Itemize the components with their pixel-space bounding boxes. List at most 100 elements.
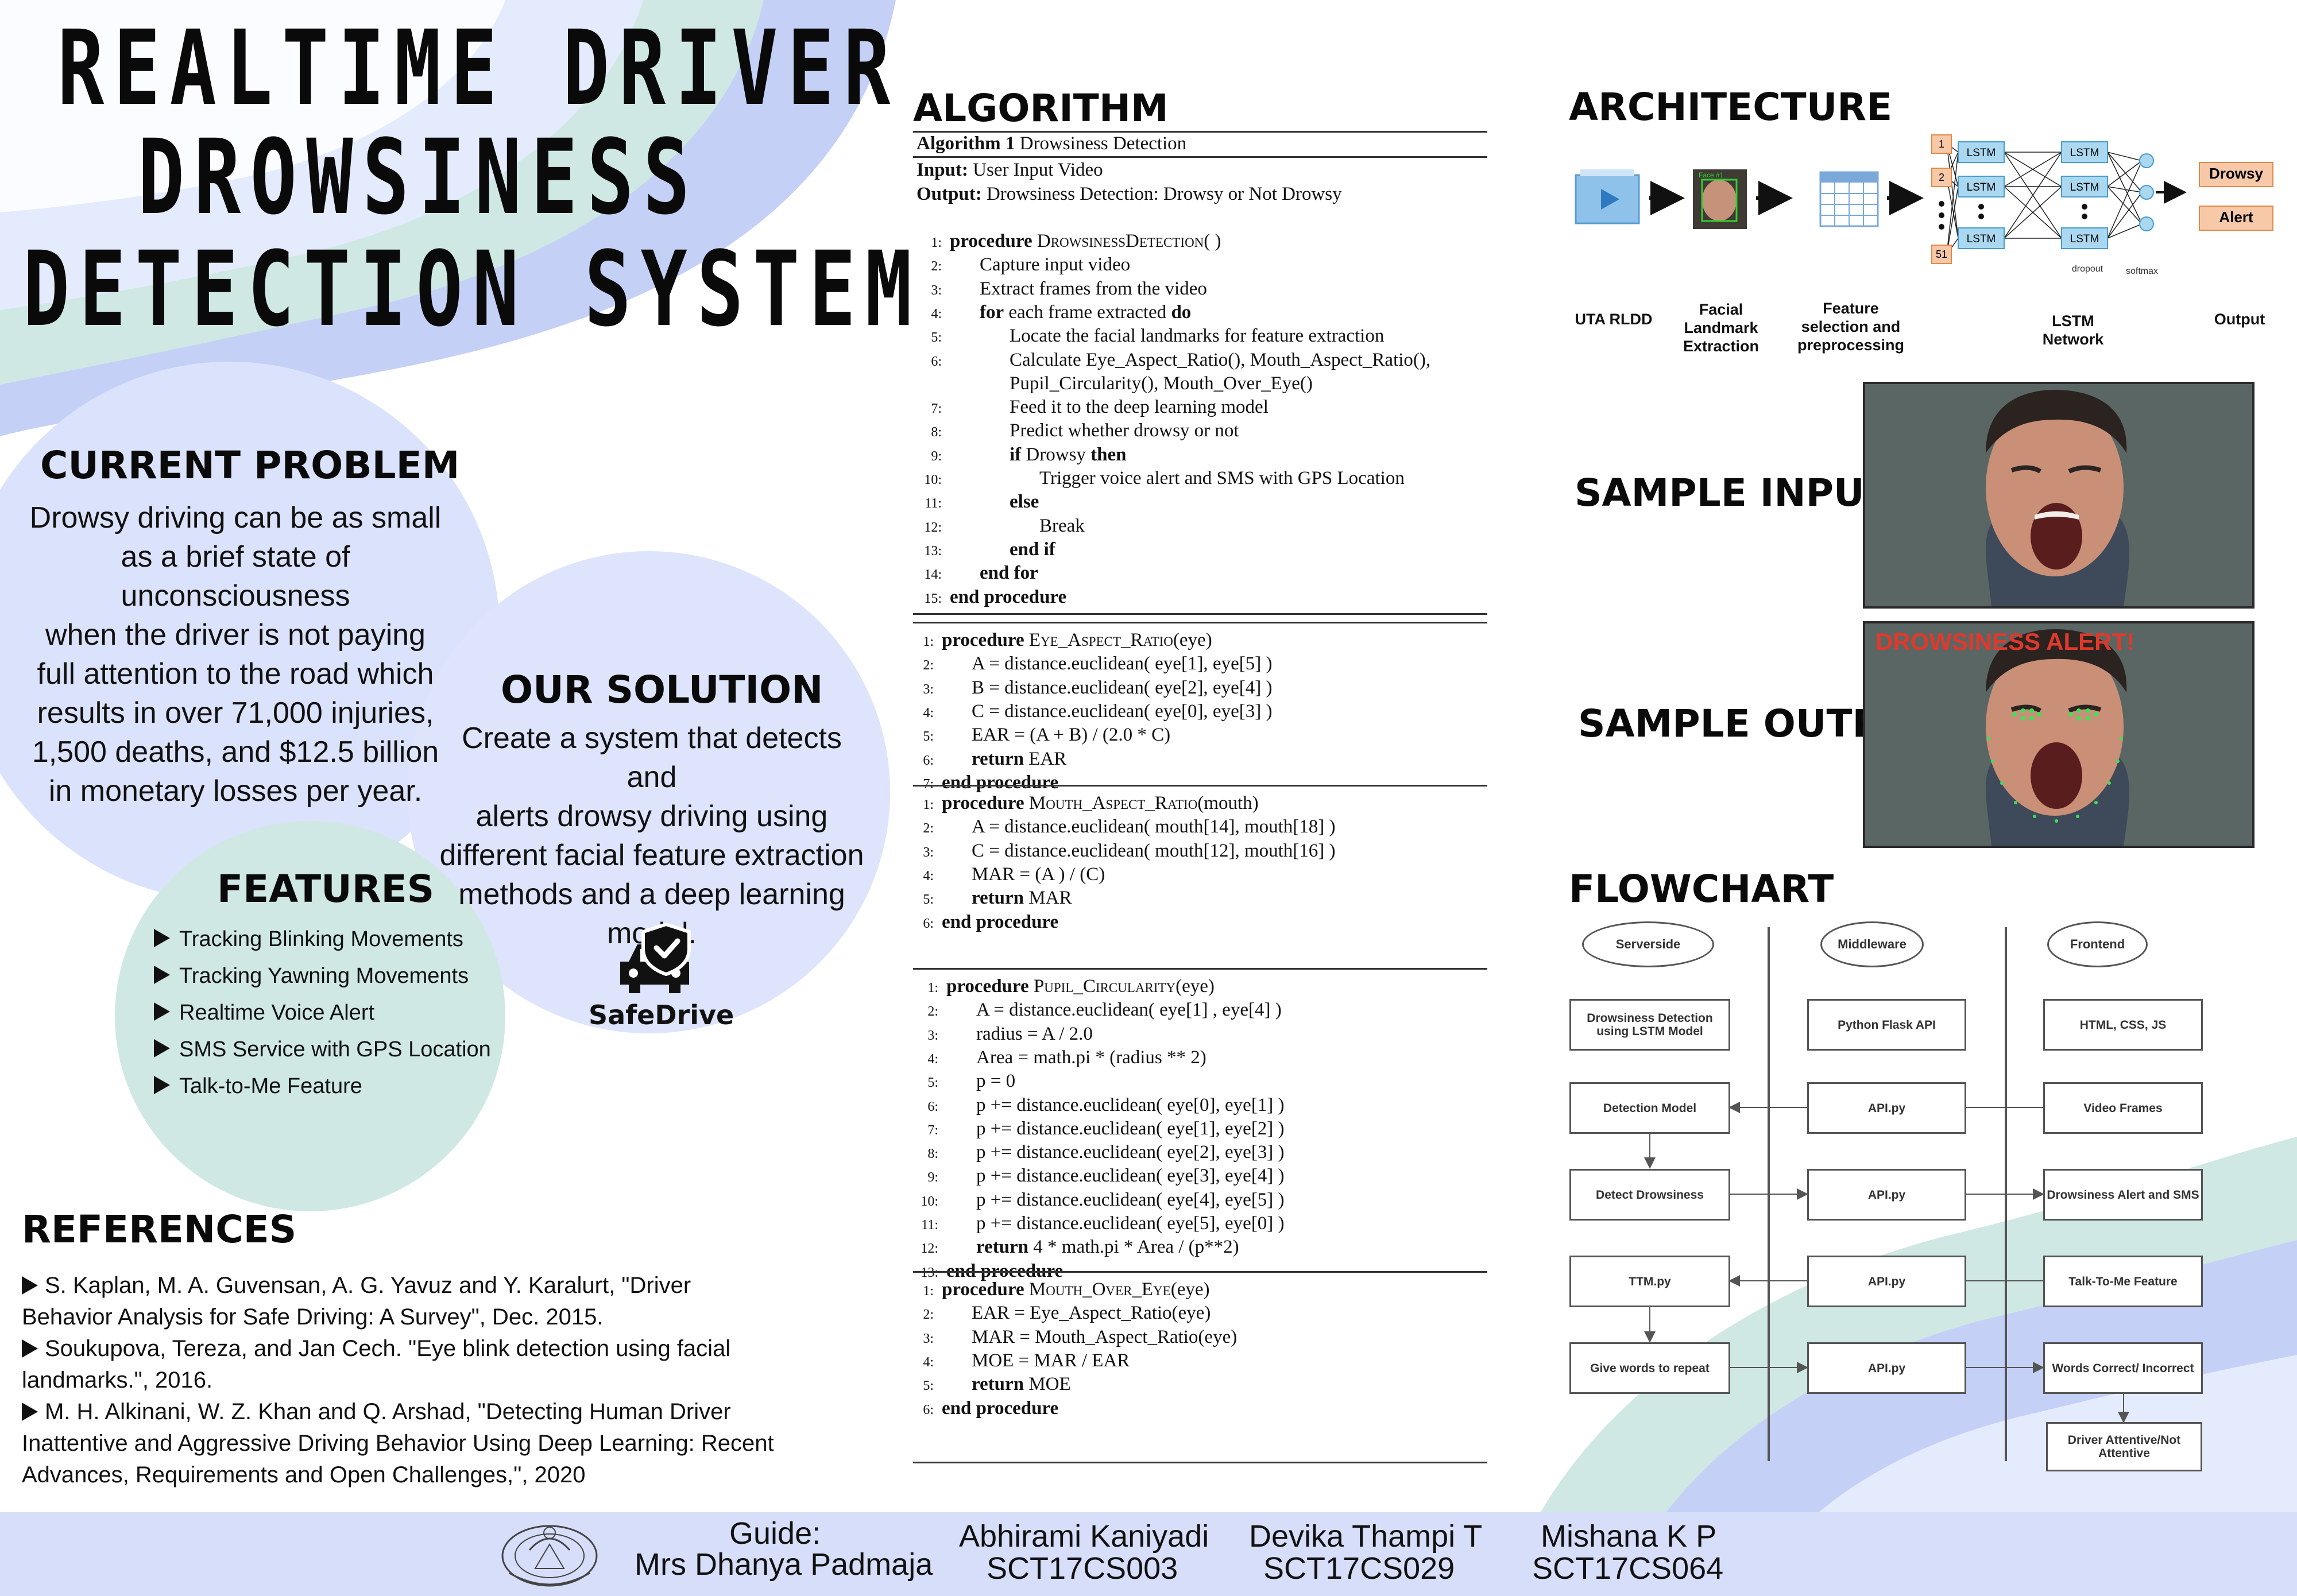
solution-line: methods and a deep learning bbox=[458, 878, 845, 911]
code-text: Break bbox=[1039, 515, 1085, 536]
line-code: for each frame extracted do bbox=[950, 302, 1191, 323]
algorithm-line: 6: end procedure bbox=[913, 912, 1058, 933]
line-number: 6: bbox=[931, 354, 942, 369]
feature-item: Tracking Blinking Movements bbox=[154, 921, 491, 958]
algorithm-divider bbox=[913, 613, 1487, 615]
output-alert-box bbox=[2199, 206, 2273, 231]
output-drowsy-label: Drowsy bbox=[2209, 165, 2263, 182]
line-code: EAR = Eye_Aspect_Ratio(eye) bbox=[942, 1303, 1211, 1323]
procedure-name: Mouth_Aspect_Ratio bbox=[1028, 793, 1198, 814]
feature-label: Tracking Blinking Movements bbox=[179, 927, 463, 951]
algorithm-line: 11: else bbox=[913, 491, 1039, 513]
line-code: C = distance.euclidean( mouth[12], mouth… bbox=[942, 840, 1336, 861]
algorithm-line: 4: for each frame extracted do bbox=[913, 302, 1191, 323]
code-text: A = distance.euclidean( eye[1], eye[5] ) bbox=[972, 653, 1273, 675]
line-number: 1: bbox=[923, 797, 934, 812]
keyword: return bbox=[976, 1237, 1029, 1258]
reference-line: Inattentive and Aggressive Driving Behav… bbox=[22, 1431, 774, 1456]
video-icon bbox=[1575, 169, 1640, 224]
line-number: 1: bbox=[931, 235, 942, 250]
algorithm-line: 10: p += distance.euclidean( eye[4], eye[… bbox=[913, 1190, 1284, 1211]
line-number: 10: bbox=[924, 472, 942, 487]
keyword: return bbox=[972, 1374, 1024, 1395]
algorithm-line: 9: if Drowsy then bbox=[913, 444, 1126, 466]
line-code: p += distance.euclidean( eye[2], eye[3] … bbox=[946, 1142, 1285, 1163]
code-text: Feed it to the deep learning model bbox=[1010, 397, 1269, 418]
sample-input-heading: SAMPLE INPUT bbox=[1575, 471, 1890, 515]
code-text: A = distance.euclidean( mouth[14], mouth… bbox=[972, 816, 1336, 838]
flow-box-middleware: API.py bbox=[1807, 1082, 1966, 1134]
line-code: end procedure bbox=[942, 1398, 1058, 1419]
architecture-heading: ARCHITECTURE bbox=[1569, 85, 1893, 129]
line-number: 12: bbox=[921, 1241, 938, 1257]
arch-label: Feature selection and preprocessing bbox=[1797, 300, 1905, 354]
bullet-triangle-icon bbox=[22, 1403, 38, 1421]
line-code: end for bbox=[950, 563, 1038, 583]
algorithm-line: 2: A = distance.euclidean( eye[1] , eye[4… bbox=[913, 1000, 1282, 1021]
flow-box-server: Detect Drowsiness bbox=[1569, 1169, 1730, 1221]
line-code: MAR = Mouth_Aspect_Ratio(eye) bbox=[942, 1327, 1237, 1347]
line-number: 11: bbox=[925, 496, 942, 512]
input-node-label: 2 bbox=[1939, 172, 1944, 183]
flow-box-middleware: API.py bbox=[1807, 1342, 1966, 1394]
flowchart-heading: FLOWCHART bbox=[1569, 867, 1834, 911]
flow-box-server: Drowsiness Detection using LSTM Model bbox=[1569, 999, 1730, 1051]
flow-box-middleware: API.py bbox=[1807, 1169, 1966, 1221]
code-text: Area = math.pi * (radius ** 2) bbox=[976, 1047, 1206, 1068]
bullet-triangle-icon bbox=[22, 1339, 38, 1358]
line-code: B = distance.euclidean( eye[2], eye[4] ) bbox=[942, 677, 1272, 698]
code-text: C = distance.euclidean( eye[0], eye[3] ) bbox=[972, 700, 1273, 722]
line-number: 2: bbox=[923, 821, 934, 836]
line-code: A = distance.euclidean( mouth[14], mouth… bbox=[942, 816, 1336, 837]
line-number: 2: bbox=[923, 1307, 934, 1323]
keyword: end if bbox=[1010, 539, 1055, 560]
keyword: end procedure bbox=[946, 1260, 1064, 1281]
line-code: A = distance.euclidean( eye[1] , eye[4] … bbox=[946, 1000, 1282, 1020]
code-text: Capture input video bbox=[980, 254, 1131, 276]
algorithm-divider bbox=[913, 622, 1487, 623]
arch-label: UTA RLDD bbox=[1575, 311, 1653, 328]
algorithm-caption: Algorithm 1 Drowsiness Detection bbox=[917, 133, 1186, 154]
reference-item: M. H. Alkinani, W. Z. Khan and Q. Arshad… bbox=[22, 1396, 780, 1491]
output-drowsy-box bbox=[2199, 162, 2273, 187]
code-text: each frame extracted bbox=[1008, 301, 1167, 323]
algorithm-line: 13: end procedure bbox=[913, 1261, 1063, 1282]
algorithm-line: 12: Break bbox=[913, 515, 1085, 537]
flow-box-server: Give words to repeat bbox=[1569, 1342, 1730, 1394]
line-number: 14: bbox=[924, 567, 942, 583]
line-number: 7: bbox=[927, 1122, 938, 1138]
problem-line: full attention to the road which bbox=[37, 657, 434, 691]
line-number: 3: bbox=[931, 282, 942, 298]
code-text: MAR = Mouth_Aspect_Ratio(eye) bbox=[972, 1326, 1238, 1347]
algorithm-line: 2: A = distance.euclidean( mouth[14], mou… bbox=[913, 816, 1336, 838]
algorithm-line: 7: Feed it to the deep learning model bbox=[913, 397, 1269, 418]
algorithm-line: 10: Trigger voice alert and SMS with GPS … bbox=[913, 468, 1405, 489]
current-problem-text: Drowsy driving can be as small as a brie… bbox=[6, 498, 465, 811]
title-line-3: DETECTION SYSTEM bbox=[23, 230, 922, 350]
output-alert-label: Alert bbox=[2219, 208, 2253, 226]
line-number: 1: bbox=[923, 1284, 934, 1299]
reference-line: Soukupova, Tereza, and Jan Cech. "Eye bl… bbox=[45, 1336, 731, 1361]
algorithm-line: 4: Area = math.pi * (radius ** 2) bbox=[913, 1047, 1206, 1068]
lstm-cell-label: LSTM bbox=[1967, 147, 1996, 159]
algorithm-line: 3: MAR = Mouth_Aspect_Ratio(eye) bbox=[913, 1327, 1237, 1348]
keyword: end procedure bbox=[942, 911, 1059, 932]
line-code: return MAR bbox=[942, 888, 1072, 908]
algorithm-divider bbox=[913, 1462, 1487, 1463]
face-tag: Face #1 bbox=[1699, 171, 1724, 179]
line-code: procedure Mouth_Over_Eye(eye) bbox=[942, 1279, 1210, 1300]
algorithm-line: 1: procedure Mouth_Over_Eye(eye) bbox=[913, 1279, 1210, 1300]
solution-line: different facial feature extraction bbox=[439, 839, 864, 872]
current-problem-heading: CURRENT PROBLEM bbox=[40, 443, 460, 487]
line-code: end if bbox=[950, 539, 1055, 560]
solution-line: alerts drowsy driving using bbox=[475, 800, 828, 833]
feature-label: Realtime Voice Alert bbox=[179, 1001, 375, 1025]
flow-box-frontend: Driver Attentive/Not Attentive bbox=[2046, 1422, 2202, 1471]
reference-line: M. H. Alkinani, W. Z. Khan and Q. Arshad… bbox=[45, 1399, 731, 1424]
algorithm-line: 6: p += distance.euclidean( eye[0], eye[1… bbox=[913, 1095, 1284, 1116]
drowsiness-alert-overlay: DROWSINESS ALERT! bbox=[1876, 628, 2135, 655]
flow-box-frontend: Video Frames bbox=[2043, 1082, 2203, 1134]
algorithm-line: 3: Extract frames from the video bbox=[913, 278, 1207, 300]
line-number: 5: bbox=[927, 1075, 938, 1091]
dropout-label: dropout bbox=[2072, 264, 2103, 274]
